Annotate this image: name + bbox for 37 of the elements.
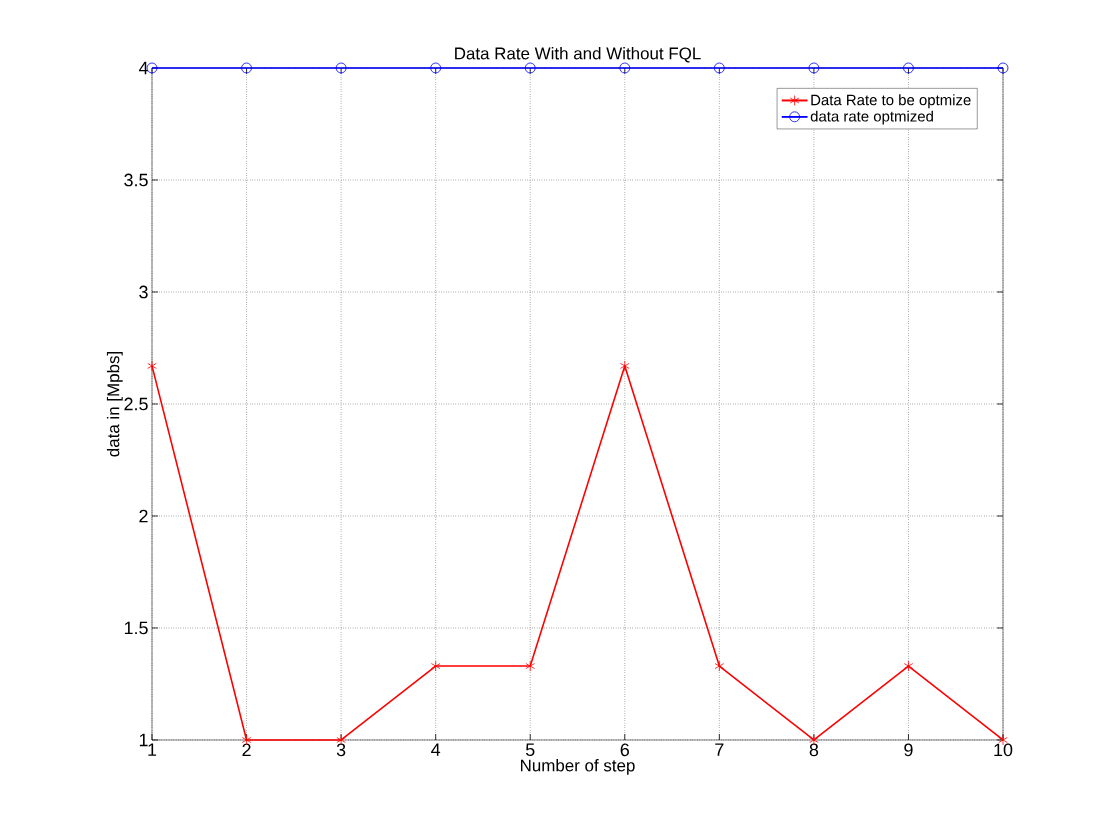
chart-title: Data Rate With and Without FQL — [455, 47, 701, 63]
point — [619, 62, 631, 74]
x-axis-title: Number of step — [521, 759, 635, 775]
point — [903, 62, 914, 74]
point — [241, 62, 252, 74]
y-tick-label: 2.5 — [124, 397, 148, 411]
point — [903, 660, 914, 672]
point — [524, 62, 536, 74]
point — [808, 62, 820, 74]
x-tick-label: 7 — [715, 743, 724, 756]
y-tick-label: 4 — [138, 61, 148, 75]
x-tick-label: 3 — [336, 743, 346, 757]
x-tick-label: 1 — [148, 743, 157, 756]
point — [714, 660, 725, 672]
legend-label: data rate optmized — [810, 110, 933, 125]
x-tick-label: 2 — [242, 743, 251, 757]
x-tick-label: 8 — [809, 743, 819, 757]
point — [147, 360, 157, 372]
point — [620, 360, 630, 372]
point — [997, 62, 1009, 74]
x-tick-label: 4 — [431, 743, 441, 756]
y-tick-label: 3 — [139, 285, 148, 299]
legend-label: Data Rate to be optmize — [811, 94, 971, 109]
point — [713, 62, 725, 74]
x-tick-label: 10 — [994, 743, 1013, 757]
point — [430, 660, 441, 672]
y-tick-label: 2 — [139, 509, 148, 523]
x-tick-label: 6 — [620, 743, 629, 757]
y-tick-label: 3.5 — [124, 173, 148, 187]
y-tick-label: 1.5 — [124, 621, 148, 635]
point — [335, 62, 347, 74]
point — [430, 62, 442, 74]
x-tick-label: 5 — [525, 743, 535, 757]
point — [525, 660, 535, 672]
y-tick-label: 1 — [139, 733, 148, 747]
x-tick-label: 9 — [904, 743, 913, 757]
y-axis-title: data in [Mpbs] — [106, 352, 123, 457]
